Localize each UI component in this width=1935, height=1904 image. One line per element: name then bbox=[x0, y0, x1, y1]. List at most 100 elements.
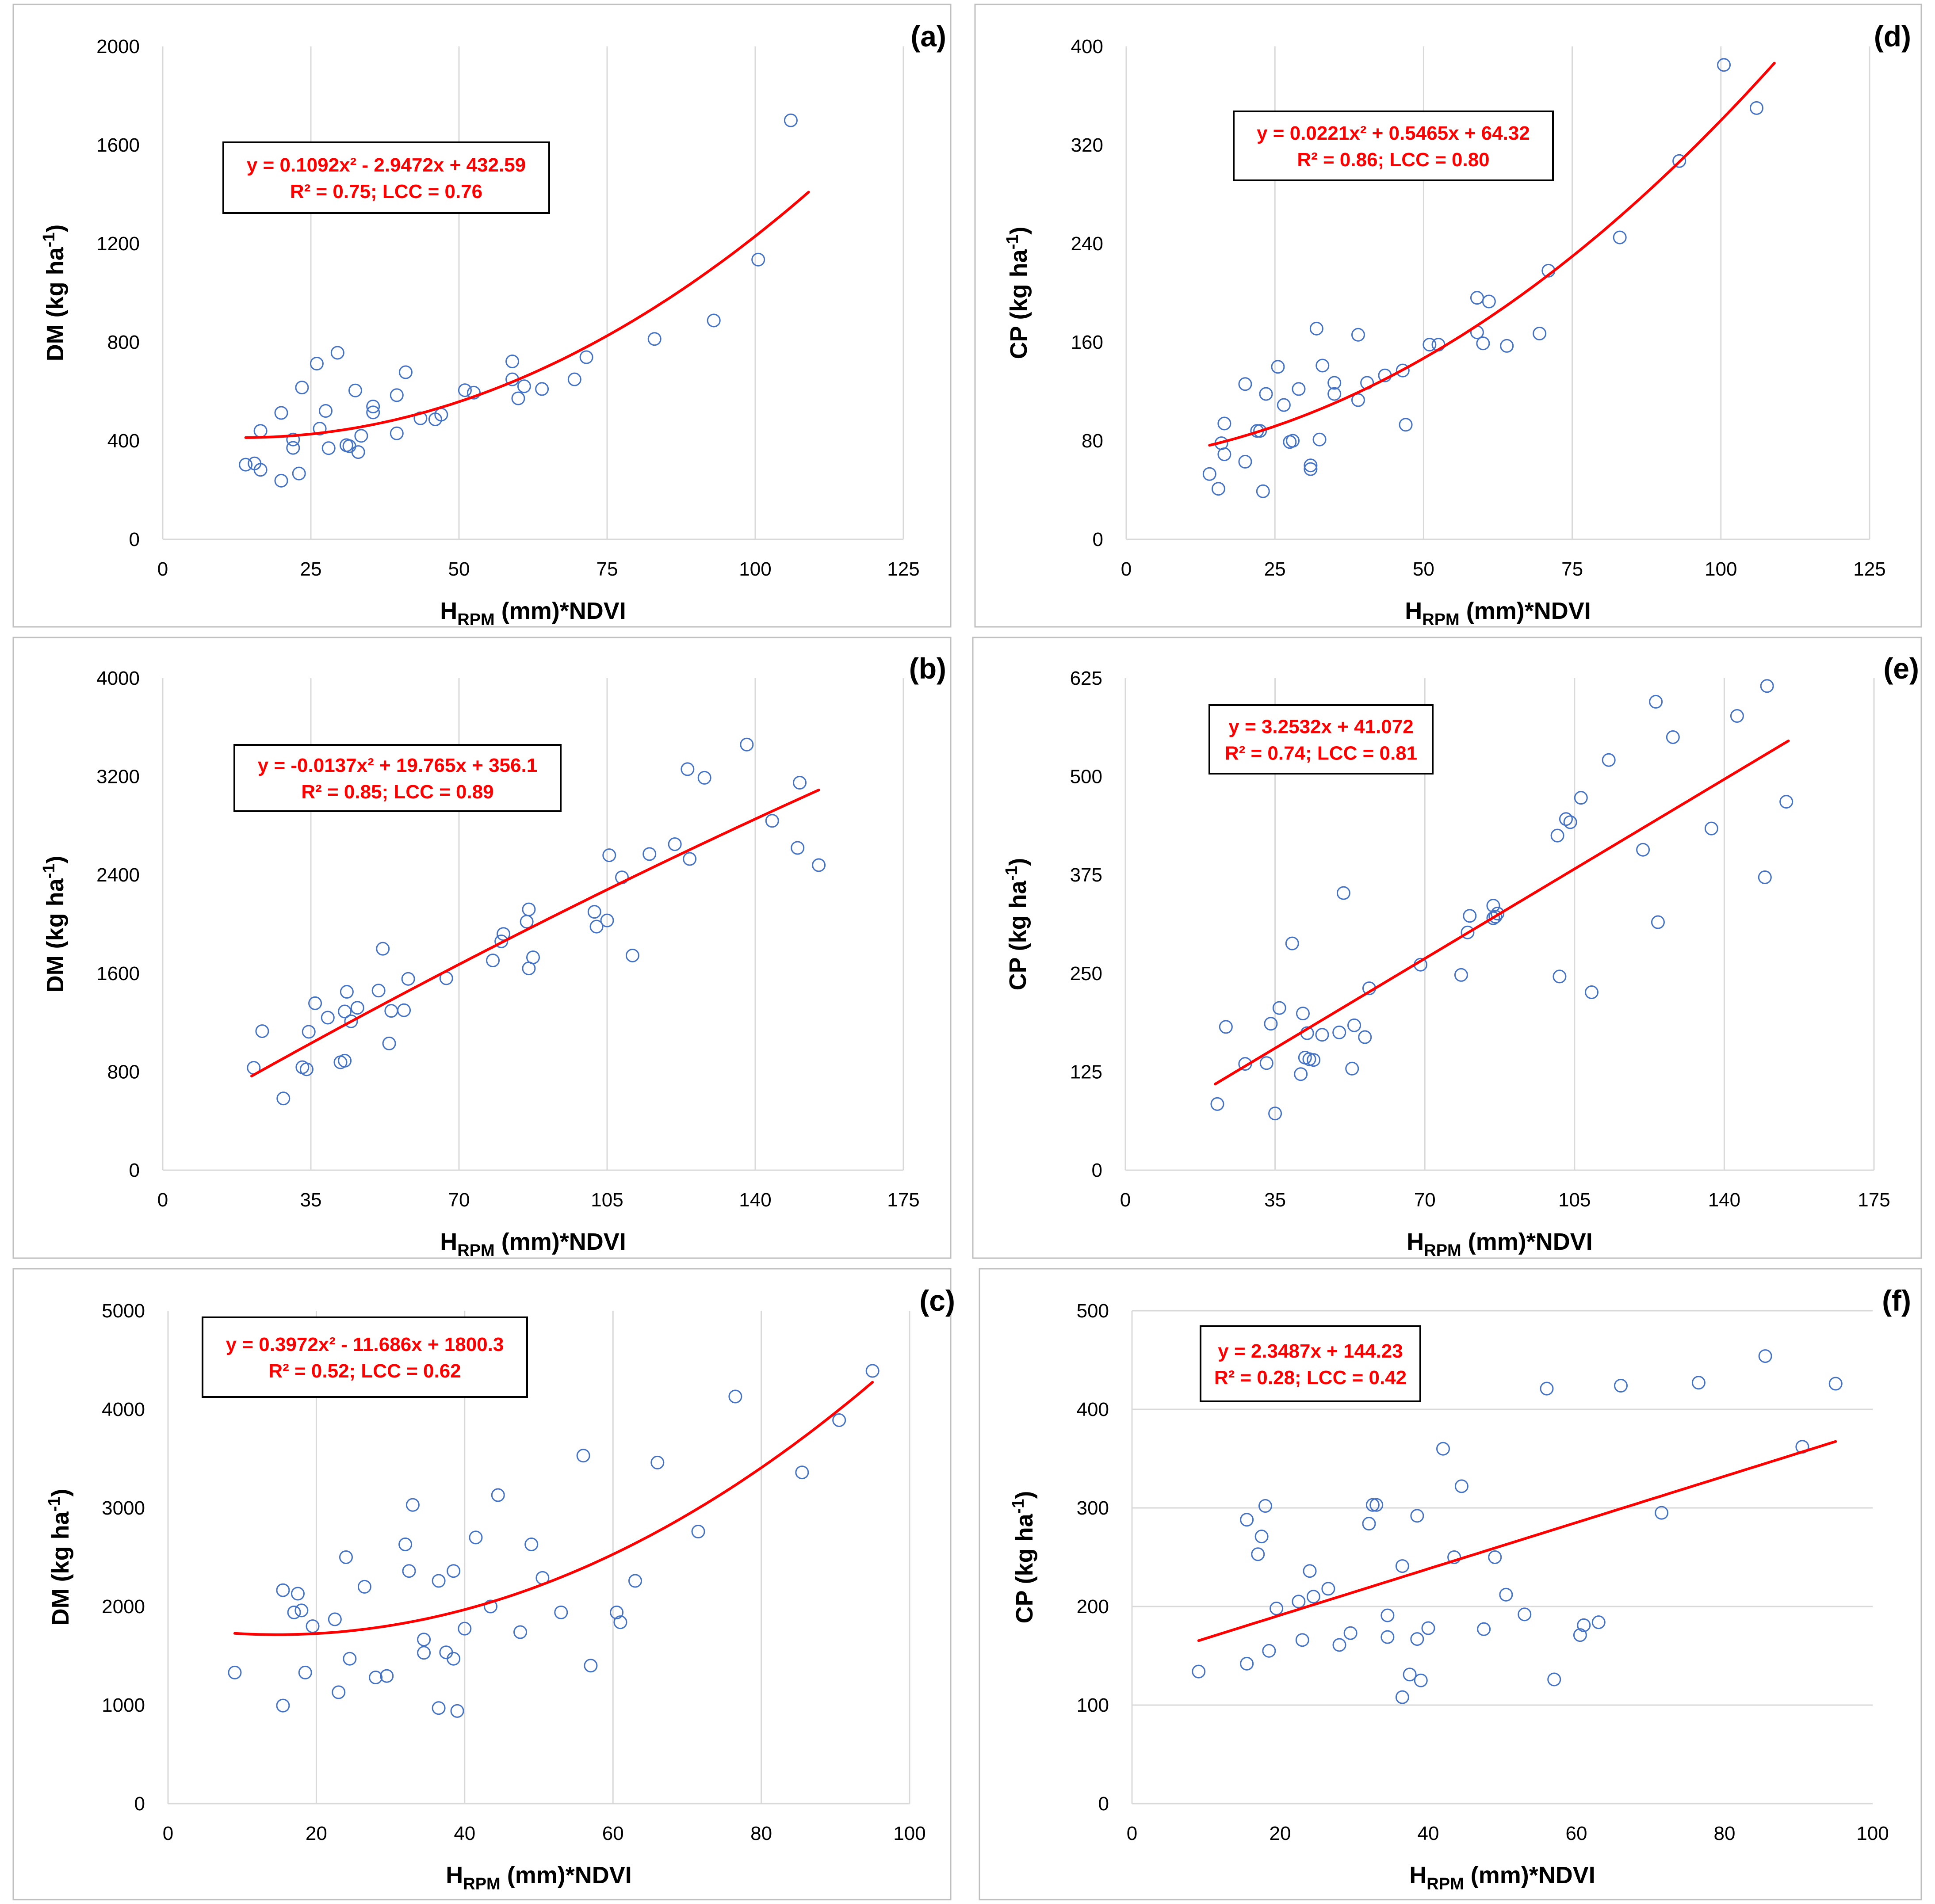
data-point bbox=[526, 950, 540, 965]
data-point bbox=[486, 954, 500, 968]
data-point bbox=[371, 984, 386, 998]
data-point bbox=[1292, 1595, 1306, 1609]
data-point bbox=[350, 1001, 364, 1015]
data-point bbox=[401, 972, 415, 986]
x-tick-label: 80 bbox=[1714, 1823, 1736, 1844]
data-point bbox=[299, 1062, 314, 1076]
panel-frame bbox=[972, 637, 1922, 1259]
x-tick-label: 100 bbox=[893, 1823, 925, 1844]
x-axis-label: HRPM (mm)*NDVI bbox=[1405, 598, 1591, 629]
data-point bbox=[1327, 387, 1342, 401]
y-tick-label: 3200 bbox=[96, 766, 140, 788]
data-point bbox=[344, 1014, 358, 1028]
data-point bbox=[1294, 1067, 1308, 1081]
data-point bbox=[511, 391, 525, 405]
data-point bbox=[432, 1701, 446, 1715]
y-tick-label: 80 bbox=[1082, 430, 1103, 452]
y-tick-label: 240 bbox=[1071, 233, 1103, 255]
data-point bbox=[1264, 1017, 1278, 1031]
x-tick-label: 105 bbox=[591, 1189, 623, 1211]
data-point bbox=[1518, 1607, 1532, 1622]
trend-line bbox=[233, 1381, 874, 1636]
data-point bbox=[1563, 815, 1577, 829]
data-point bbox=[432, 1574, 446, 1588]
panel-frame bbox=[979, 1268, 1922, 1900]
data-point bbox=[681, 762, 695, 776]
panel-letter: (c) bbox=[919, 1284, 955, 1317]
x-axis-label-subscript: RPM bbox=[1424, 1241, 1461, 1260]
data-point bbox=[793, 776, 807, 790]
data-point bbox=[576, 1449, 590, 1463]
y-tick-label: 1000 bbox=[102, 1694, 145, 1716]
data-point bbox=[524, 1538, 539, 1552]
data-point bbox=[338, 1053, 352, 1068]
data-point bbox=[467, 385, 481, 400]
x-tick-label: 35 bbox=[300, 1189, 322, 1211]
x-tick-label: 75 bbox=[597, 558, 618, 580]
data-point bbox=[589, 920, 604, 934]
data-point bbox=[369, 1671, 383, 1685]
data-point bbox=[1304, 462, 1318, 476]
y-axis-label-main: CP (kg ha bbox=[1011, 1513, 1038, 1623]
data-point bbox=[1691, 1376, 1706, 1390]
data-point bbox=[274, 406, 288, 420]
x-axis-label-rest: (mm)*NDVI bbox=[1464, 1862, 1595, 1889]
x-tick-label: 0 bbox=[1127, 1823, 1137, 1844]
data-point bbox=[535, 382, 549, 396]
chart-panel-b: 0 35 70 105 140 175 0 800 1600 2400 3200 4000 HRPM (… bbox=[12, 637, 952, 1260]
data-point bbox=[1655, 1506, 1669, 1520]
x-tick-label: 20 bbox=[1270, 1823, 1291, 1844]
y-tick-label: 0 bbox=[129, 1160, 140, 1181]
data-point bbox=[1421, 1621, 1435, 1635]
y-tick-label: 625 bbox=[1070, 668, 1102, 689]
data-point bbox=[505, 354, 520, 368]
data-point bbox=[579, 350, 593, 364]
data-point bbox=[366, 405, 380, 420]
data-point bbox=[1758, 870, 1772, 885]
data-point bbox=[1414, 1673, 1428, 1687]
data-point bbox=[1343, 1626, 1358, 1640]
data-point bbox=[1574, 791, 1588, 805]
data-point bbox=[348, 383, 362, 397]
y-tick-label: 100 bbox=[1077, 1694, 1109, 1716]
data-point bbox=[642, 847, 657, 861]
data-point bbox=[405, 1498, 420, 1512]
data-point bbox=[567, 372, 581, 386]
data-point bbox=[295, 381, 309, 395]
data-point bbox=[398, 365, 413, 379]
data-point bbox=[319, 404, 333, 418]
data-point bbox=[628, 1574, 642, 1588]
data-point bbox=[274, 473, 288, 488]
data-point bbox=[1651, 915, 1665, 929]
data-point bbox=[447, 1564, 461, 1578]
trend-line bbox=[1197, 1440, 1837, 1642]
data-point bbox=[1463, 909, 1477, 923]
data-point bbox=[328, 1612, 342, 1626]
x-tick-label: 140 bbox=[1708, 1189, 1740, 1211]
data-point bbox=[1540, 1381, 1554, 1396]
data-point bbox=[1602, 753, 1616, 767]
data-point bbox=[469, 1530, 483, 1545]
x-axis-label-main: H bbox=[1407, 1229, 1424, 1255]
x-axis-label-rest: (mm)*NDVI bbox=[1460, 598, 1591, 624]
x-tick-label: 80 bbox=[750, 1823, 772, 1844]
data-point bbox=[1259, 387, 1273, 401]
y-axis-label-superscript: -1 bbox=[1009, 1499, 1028, 1514]
data-point bbox=[1482, 294, 1496, 309]
data-point bbox=[1395, 1559, 1409, 1573]
x-tick-label: 40 bbox=[454, 1823, 475, 1844]
data-point bbox=[450, 1704, 464, 1718]
x-tick-label: 60 bbox=[602, 1823, 624, 1844]
panel-letter: (d) bbox=[1874, 20, 1911, 53]
data-point bbox=[1254, 1530, 1269, 1544]
data-point bbox=[390, 426, 404, 440]
data-point bbox=[865, 1364, 880, 1378]
equation-box bbox=[1200, 1325, 1421, 1402]
data-point bbox=[1454, 1479, 1468, 1493]
y-tick-label: 0 bbox=[1098, 1793, 1109, 1815]
data-point bbox=[697, 771, 711, 785]
data-point bbox=[1315, 1028, 1329, 1042]
y-axis-label-main: CP (kg ha bbox=[1006, 249, 1032, 359]
data-point bbox=[1704, 821, 1718, 836]
